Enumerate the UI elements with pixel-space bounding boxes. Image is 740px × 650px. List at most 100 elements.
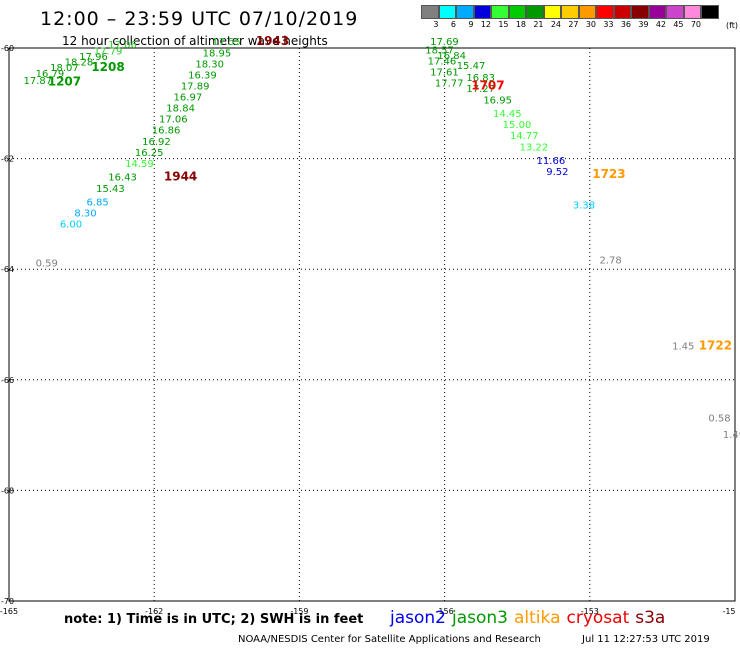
wave-height-16: 16.92 <box>142 137 171 148</box>
wave-height-23: 6.00 <box>60 220 82 231</box>
legend-swatch-16 <box>701 5 719 19</box>
wave-height-29: 15.47 <box>457 61 486 72</box>
credit-line: NOAA/NESDIS Center for Satellite Applica… <box>238 634 710 645</box>
wave-height-11: 17.89 <box>181 81 210 92</box>
legend-label-13: 42 <box>655 20 666 29</box>
legend-label-15: 70 <box>690 20 701 29</box>
y-tick-label-0: -60 <box>1 44 14 53</box>
satellite-jason2: jason2 <box>390 608 446 628</box>
legend-swatch-11 <box>613 5 631 19</box>
satellite-cryosat: cryosat <box>566 608 630 628</box>
y-tick-label-1: -62 <box>1 155 14 164</box>
wave-height-24: 0.59 <box>36 258 58 269</box>
wave-height-21: 6.85 <box>86 198 108 209</box>
wave-height-18: 14.59 <box>125 159 154 170</box>
satellite-key: jason2 jason3 altika cryosat s3a <box>390 608 671 628</box>
timestamp: Jul 11 12:27:53 UTC 2019 <box>582 634 710 645</box>
pass-time-label-1: 1208 <box>91 60 124 74</box>
legend-label-3: 12 <box>480 20 491 29</box>
wave-height-45: 1.49 <box>723 430 740 441</box>
wave-height-22: 8.30 <box>74 209 96 220</box>
legend-label-0: 3 <box>433 20 439 29</box>
wave-height-2: 18.07 <box>50 63 79 74</box>
legend-label-11: 36 <box>620 20 631 29</box>
credit-text: NOAA/NESDIS Center for Satellite Applica… <box>238 634 541 645</box>
wave-height-40: 9.52 <box>546 167 568 178</box>
legend-swatch-6 <box>526 5 544 19</box>
wave-height-27: 16.84 <box>437 51 466 62</box>
legend-swatch-3 <box>473 5 491 19</box>
wave-height-19: 16.43 <box>108 173 137 184</box>
satellite-altika: altika <box>514 608 561 628</box>
x-tick-label-3: -156 <box>436 607 454 616</box>
wave-height-37: 14.77 <box>510 131 539 142</box>
satellite-s3a: s3a <box>635 608 666 628</box>
wave-height-9: 18.30 <box>195 59 224 70</box>
wave-height-44: 0.58 <box>708 413 730 424</box>
wave-height-30: 17.61 <box>430 68 459 79</box>
legend-swatch-1 <box>438 5 456 19</box>
legend-swatch-10 <box>596 5 614 19</box>
wave-height-5: 17.79 <box>94 47 123 58</box>
wave-height-3: 18.28 <box>65 58 94 69</box>
legend-swatch-9 <box>578 5 596 19</box>
plot-frame <box>8 47 736 602</box>
x-tick-label-1: -162 <box>145 607 163 616</box>
wave-height-43: 1.45 <box>672 341 694 352</box>
note-text: note: 1) Time is in UTC; 2) SWH is in fe… <box>64 612 364 627</box>
wave-height-39: 11.66 <box>537 156 566 167</box>
legend-label-1: 6 <box>450 20 456 29</box>
wave-height-legend: 3 6 9 12 15 18 21 24 27 30 33 36 39 42 45 70 (ft) <box>421 5 738 30</box>
wave-height-13: 18.84 <box>166 104 195 115</box>
legend-swatch-2 <box>456 5 474 19</box>
legend-swatch-0 <box>421 5 439 19</box>
pass-time-label-4: 1707 <box>471 78 504 92</box>
legend-swatch-5 <box>508 5 526 19</box>
wave-height-26: 18.57 <box>425 46 454 57</box>
legend-unit: (ft) <box>726 21 739 30</box>
legend-label-2: 9 <box>468 20 474 29</box>
pass-time-label-3: 1944 <box>164 170 197 184</box>
pass-time-label-5: 1723 <box>592 167 625 181</box>
page-subtitle: 12 hour collection of altimeter wave hei… <box>62 34 328 48</box>
legend-label-14: 45 <box>673 20 684 29</box>
wave-height-8: 18.95 <box>203 48 232 59</box>
page-title: 12:00 – 23:59 UTC 07/10/2019 <box>40 8 359 30</box>
legend-swatch-12 <box>631 5 649 19</box>
pass-time-label-6: 1722 <box>699 338 732 352</box>
x-tick-label-2: -159 <box>290 607 308 616</box>
y-tick-label-5: -70 <box>1 597 14 606</box>
legend-swatch-13 <box>648 5 666 19</box>
wave-height-42: 2.78 <box>599 256 621 267</box>
wave-height-35: 14.45 <box>493 109 522 120</box>
x-tick-label-0: -165 <box>0 607 18 616</box>
wave-height-28: 17.46 <box>428 57 457 68</box>
y-tick-label-2: -64 <box>1 265 14 274</box>
wave-height-6: 17.06 <box>108 40 137 51</box>
legend-label-6: 21 <box>533 20 544 29</box>
wave-height-38: 13.22 <box>520 142 549 153</box>
y-tick-label-4: -68 <box>1 486 14 495</box>
wave-height-36: 15.00 <box>503 120 532 131</box>
wave-height-10: 16.39 <box>188 70 217 81</box>
legend-swatch-8 <box>561 5 579 19</box>
legend-label-8: 27 <box>568 20 579 29</box>
wave-height-34: 16.95 <box>483 95 512 106</box>
wave-height-12: 16.97 <box>174 93 203 104</box>
wave-height-4: 17.96 <box>79 52 108 63</box>
legend-swatch-15 <box>683 5 701 19</box>
legend-label-7: 24 <box>550 20 561 29</box>
wave-height-0: 17.87 <box>24 76 53 87</box>
legend-swatch-14 <box>666 5 684 19</box>
legend-label-9: 30 <box>585 20 596 29</box>
satellite-jason3: jason3 <box>452 608 508 628</box>
wave-height-33: 17.27 <box>466 84 495 95</box>
pass-time-label-2: 1943 <box>256 34 289 48</box>
legend-label-10: 33 <box>603 20 614 29</box>
wave-height-14: 17.06 <box>159 115 188 126</box>
wave-height-32: 17.77 <box>435 79 464 90</box>
wave-height-25: 17.69 <box>430 37 459 48</box>
wave-height-41: 3.38 <box>573 200 595 211</box>
